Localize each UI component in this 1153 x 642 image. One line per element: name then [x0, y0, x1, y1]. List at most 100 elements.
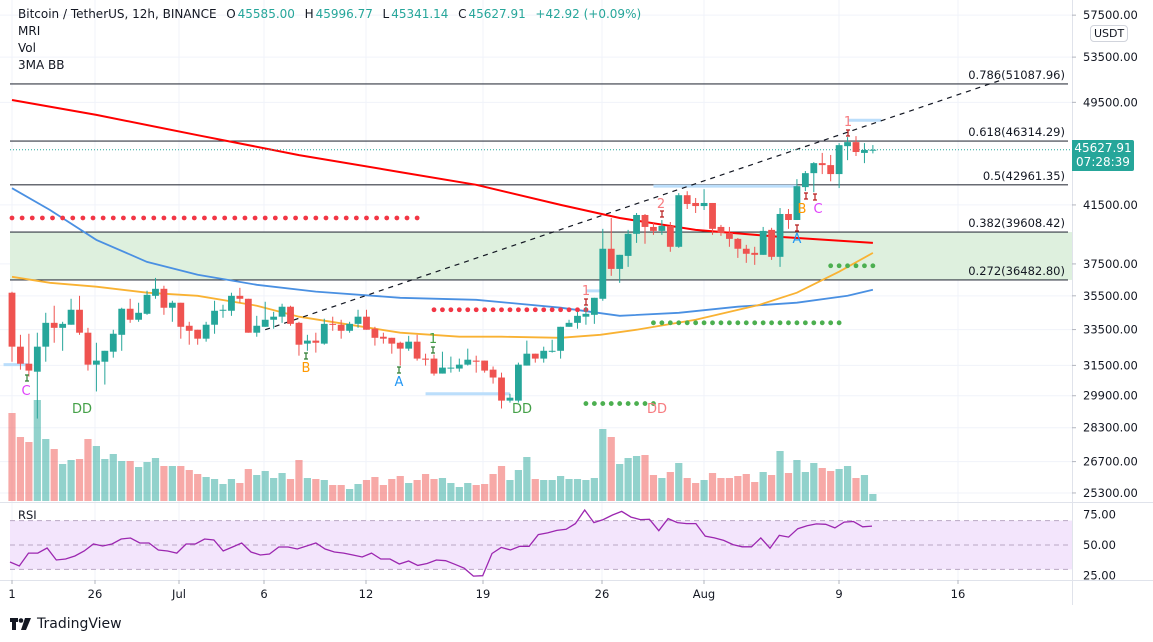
- volume-bar: [692, 483, 700, 501]
- time-tick-label: 1: [8, 587, 15, 601]
- level-dot: [718, 320, 724, 326]
- candle-body: [295, 322, 303, 345]
- trendline[interactable]: [10, 80, 1072, 331]
- volume-bar: [25, 442, 33, 501]
- candle-body: [464, 359, 472, 365]
- candle-body: [152, 288, 159, 296]
- candle-body: [650, 226, 657, 231]
- signal-label: A: [395, 375, 404, 390]
- volume-bar: [700, 480, 708, 501]
- level-dot: [456, 307, 462, 313]
- close-value: 45627.91: [468, 7, 526, 21]
- signal-label: C: [21, 384, 30, 399]
- candle-body: [590, 297, 598, 315]
- candle-body: [759, 230, 767, 255]
- level-dot: [735, 320, 741, 326]
- rsi-tick-label: 25.00: [1083, 569, 1116, 583]
- volume-bar: [354, 484, 362, 501]
- moving-averages: [11, 99, 874, 339]
- level-dot: [323, 215, 329, 221]
- symbol-title[interactable]: Bitcoin / TetherUS, 12h, BINANCE: [18, 7, 217, 21]
- level-dot: [752, 320, 758, 326]
- level-dot: [262, 215, 268, 221]
- volume-bar: [497, 466, 506, 501]
- fib-levels: 0.786(51087.96) 0.618(46314.29) 0.5(42961.…: [10, 68, 1068, 281]
- highlight-levels: [3, 118, 882, 396]
- candle-body: [540, 350, 548, 359]
- level-dot: [394, 215, 400, 221]
- level-dot: [384, 215, 390, 221]
- volume-bar: [708, 473, 717, 501]
- level-dot: [777, 320, 783, 326]
- level-dot: [499, 307, 504, 313]
- volume-bar: [202, 477, 210, 501]
- candle-body: [109, 333, 117, 352]
- candle-body: [852, 142, 860, 153]
- level-dot: [440, 307, 445, 313]
- indicator-mri[interactable]: MRI: [18, 24, 41, 38]
- rsi-tick-label: 50.00: [1083, 538, 1116, 552]
- volume-bar: [523, 457, 531, 501]
- volume-bar: [194, 474, 202, 501]
- volume-bar: [286, 479, 295, 501]
- tradingview-logo[interactable]: TradingView: [10, 616, 122, 632]
- candle-body: [633, 214, 640, 234]
- volume-bar: [531, 479, 539, 501]
- candle-body: [447, 367, 455, 369]
- currency-badge[interactable]: USDT: [1090, 25, 1129, 42]
- volume-bar: [42, 439, 50, 501]
- volume-bar: [135, 467, 143, 501]
- level-dot: [608, 401, 614, 406]
- level-dot: [465, 307, 471, 313]
- volume-bar: [582, 480, 590, 501]
- level-dot: [90, 215, 96, 221]
- volume-bar: [33, 400, 41, 501]
- volume-bar: [464, 483, 472, 501]
- candle-body: [194, 329, 202, 339]
- volume-bar: [801, 472, 809, 501]
- candle-body: [168, 302, 176, 308]
- candle-body: [599, 248, 607, 299]
- candle-body: [25, 363, 33, 371]
- candle-body: [439, 367, 446, 374]
- signal-label: 1: [429, 332, 437, 347]
- volume-bar: [818, 468, 826, 501]
- signal-marker-icon: [304, 352, 308, 360]
- price-tick-label: 26700.00: [1083, 455, 1138, 469]
- level-dot: [232, 215, 238, 221]
- level-dot: [701, 320, 707, 326]
- volume-bar: [675, 463, 683, 501]
- candle-body: [523, 353, 531, 366]
- candle-body: [489, 369, 497, 378]
- level-dot: [836, 320, 842, 326]
- candle-body: [801, 173, 809, 188]
- level-dot: [283, 215, 288, 221]
- level-dot: [819, 320, 825, 326]
- signal-marker-icon: [795, 224, 799, 232]
- signal-label: C: [813, 202, 822, 217]
- candle-body: [692, 202, 700, 207]
- volume-bar: [101, 459, 109, 501]
- indicator-3ma-bb[interactable]: 3MA BB: [18, 58, 65, 72]
- level-dot: [600, 401, 606, 406]
- volume-bar: [624, 458, 632, 501]
- candle-body: [244, 298, 252, 333]
- volume-bar: [658, 478, 666, 501]
- time-tick-label: 16: [951, 587, 966, 601]
- candle-body: [506, 397, 514, 401]
- candle-body: [337, 324, 345, 331]
- level-dot: [364, 215, 369, 221]
- signal-label: DD: [647, 402, 667, 417]
- indicator-vol[interactable]: Vol: [18, 41, 36, 55]
- level-dot: [549, 307, 555, 313]
- level-dot: [710, 320, 715, 326]
- level-dot: [634, 401, 639, 406]
- volume-bar: [118, 461, 126, 501]
- candle-body: [666, 225, 674, 247]
- rsi-pane: RSI 75.00 50.00 25.00: [9, 508, 1116, 583]
- volume-bar: [371, 477, 379, 501]
- level-dot: [667, 320, 673, 326]
- volume-bar: [244, 469, 252, 501]
- volume-bar: [219, 484, 227, 501]
